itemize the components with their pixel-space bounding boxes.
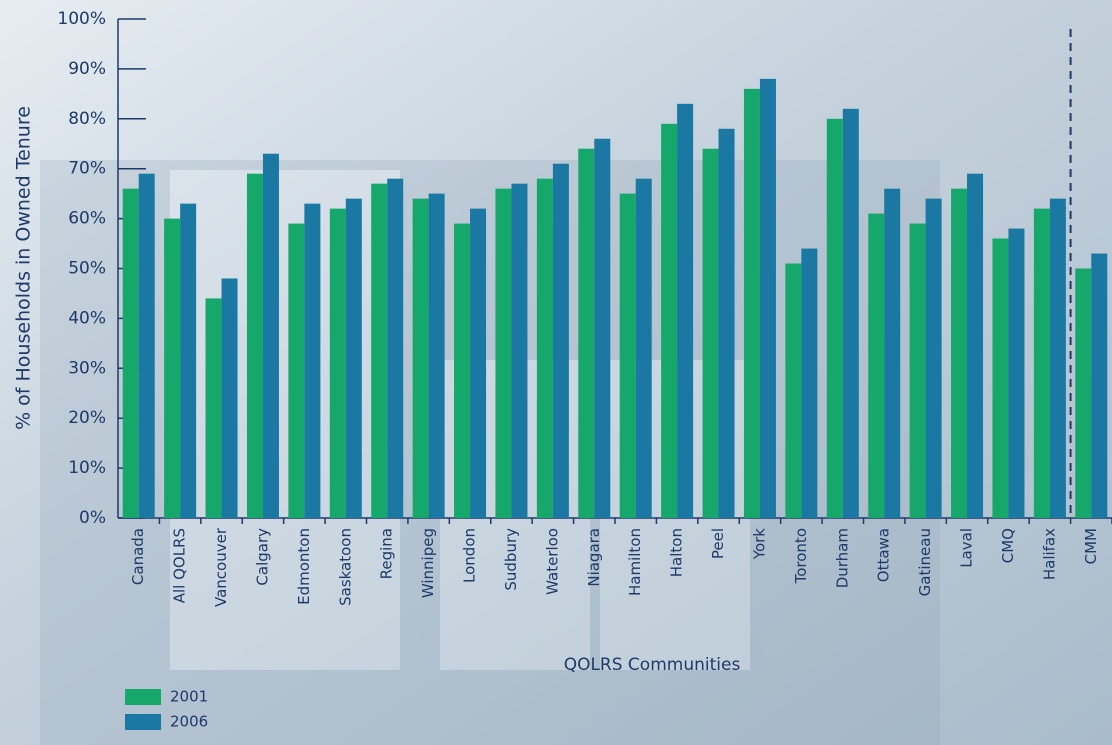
x-axis-label: QOLRS Communities [564,655,741,675]
bar [843,109,859,518]
bar [247,174,263,518]
bar [801,249,817,518]
bar [470,209,486,518]
bar [636,179,652,518]
bar [371,184,387,518]
y-tick-label: 50% [68,259,106,279]
x-tick-label: York [750,528,768,561]
x-tick-label: Halifax [1040,528,1058,580]
bar [992,239,1008,518]
y-tick-label: 100% [57,9,106,29]
y-tick-label: 80% [68,109,106,129]
x-tick-label: Durham [833,528,851,588]
bar [263,154,279,518]
bar [703,149,719,518]
bar [346,199,362,518]
bar [288,224,304,518]
y-tick-label: 40% [68,308,106,328]
bar [1075,269,1091,519]
bar [123,189,139,518]
bar [744,89,760,518]
x-tick-label: Niagara [585,528,603,587]
bar [387,179,403,518]
bar [429,194,445,518]
x-tick-label: Laval [958,528,976,568]
y-tick-label: 70% [68,159,106,179]
bar [760,79,776,518]
x-tick-label: Peel [709,528,727,559]
y-tick-label: 30% [68,358,106,378]
x-tick-label: Ottawa [875,528,893,582]
legend-swatch [125,689,161,705]
y-tick-label: 20% [68,408,106,428]
bar [206,298,222,518]
bar [719,129,735,518]
bar [139,174,155,518]
bar [827,119,843,518]
bar [661,124,677,518]
x-tick-label: Waterloo [543,528,561,595]
x-tick-label: Edmonton [295,528,313,605]
bar [304,204,320,518]
x-tick-label: Sudbury [502,528,520,591]
x-tick-label: Winnipeg [419,528,437,598]
bar [1050,199,1066,518]
x-tick-label: Saskatoon [336,528,354,606]
bar [511,184,527,518]
legend-label: 2006 [170,713,208,731]
x-tick-label: Calgary [253,528,271,586]
bar [1008,229,1024,518]
bar [495,189,511,518]
x-tick-label: Regina [378,528,396,579]
bar [785,264,801,518]
bar [951,189,967,518]
bar [180,204,196,518]
x-tick-label: London [461,528,479,583]
x-tick-label: CMQ [999,528,1017,563]
legend-swatch [125,714,161,730]
bar [578,149,594,518]
bar [967,174,983,518]
bar [884,189,900,518]
x-tick-label: Vancouver [212,527,230,607]
x-tick-label: Toronto [792,528,810,584]
x-tick-label: Canada [129,528,147,585]
bar [677,104,693,518]
legend-label: 2001 [170,688,208,706]
bar [222,278,238,518]
y-axis-label: % of Households in Owned Tenure [13,106,35,430]
bar [454,224,470,518]
bar [413,199,429,518]
x-tick-label: CMM [1082,528,1100,564]
bar [910,224,926,518]
x-tick-label: Gatineau [916,528,934,596]
bar [330,209,346,518]
x-tick-label: All QOLRS [171,528,189,603]
bar [1034,209,1050,518]
bar [620,194,636,518]
x-tick-label: Hamilton [626,528,644,596]
y-tick-label: 0% [79,508,106,528]
bar [164,219,180,518]
x-tick-label: Halton [668,528,686,577]
y-tick-label: 10% [68,458,106,478]
bar [868,214,884,518]
bar [1091,254,1107,518]
bar [926,199,942,518]
y-tick-label: 90% [68,59,106,79]
y-tick-label: 60% [68,209,106,229]
bar [553,164,569,518]
bar [537,179,553,518]
bar [594,139,610,518]
chart: % of Households in Owned Tenure QOLRS Co… [0,0,1112,745]
